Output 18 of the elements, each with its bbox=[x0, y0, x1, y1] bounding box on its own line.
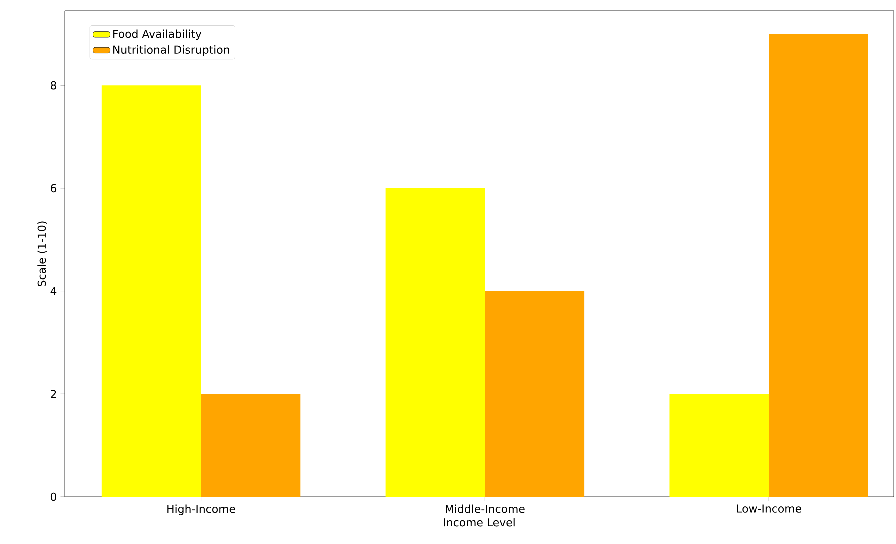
bar bbox=[201, 394, 301, 497]
legend-label: Food Availability bbox=[114, 30, 202, 40]
x-tick-label: Middle-Income bbox=[446, 504, 525, 514]
y-tick-label: 4 bbox=[50, 287, 57, 296]
y-tick-label: 2 bbox=[51, 390, 56, 398]
y-tick-label: 6 bbox=[51, 184, 57, 193]
bar bbox=[670, 394, 770, 497]
bar bbox=[769, 34, 868, 497]
y-tick-label: 8 bbox=[51, 81, 56, 90]
x-tick-label: High-Income bbox=[168, 504, 236, 516]
x-tick-label: Low-Income bbox=[737, 504, 802, 513]
legend-label: Nutritional Disruption bbox=[114, 46, 230, 56]
y-axis-title: Scale (1-10) bbox=[38, 222, 48, 286]
bar bbox=[386, 188, 486, 497]
x-axis-title: Income Level bbox=[444, 518, 515, 527]
bar bbox=[485, 291, 585, 497]
bar bbox=[102, 86, 202, 497]
y-tick-label: 0 bbox=[50, 492, 56, 502]
